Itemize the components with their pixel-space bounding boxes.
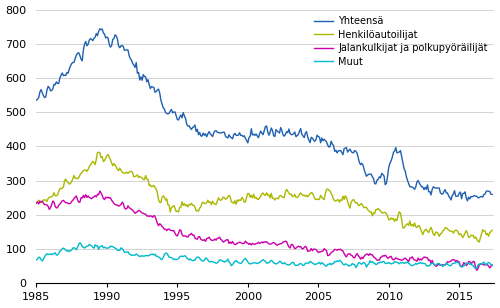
Henkilöautoilijat	[247, 196, 253, 199]
Yhteensä	[362, 171, 368, 175]
Henkilöautoilijat	[284, 189, 290, 193]
Henkilöautoilijat	[489, 229, 495, 232]
Line: Henkilöautoilijat: Henkilöautoilijat	[36, 152, 492, 242]
Muut	[474, 266, 480, 270]
Henkilöautoilijat	[34, 201, 40, 205]
Line: Yhteensä: Yhteensä	[36, 29, 492, 201]
Yhteensä	[381, 174, 387, 178]
Muut	[34, 258, 40, 262]
Henkilöautoilijat	[476, 240, 482, 244]
Muut	[438, 263, 444, 267]
Henkilöautoilijat	[418, 230, 424, 233]
Jalankulkijat ja polkupyöräilijät	[362, 253, 368, 257]
Line: Muut: Muut	[36, 243, 492, 268]
Jalankulkijat ja polkupyöräilijät	[97, 189, 103, 193]
Henkilöautoilijat	[96, 150, 102, 154]
Muut	[489, 263, 495, 267]
Legend: Yhteensä, Henkilöautoilijat, Jalankulkijat ja polkupyöräilijät, Muut: Yhteensä, Henkilöautoilijat, Jalankulkij…	[311, 14, 490, 70]
Jalankulkijat ja polkupyöräilijät	[247, 241, 253, 245]
Jalankulkijat ja polkupyöräilijät	[489, 263, 495, 267]
Henkilöautoilijat	[362, 205, 368, 209]
Yhteensä	[97, 27, 103, 30]
Yhteensä	[34, 98, 40, 102]
Jalankulkijat ja polkupyöräilijät	[418, 258, 424, 262]
Yhteensä	[438, 191, 444, 195]
Jalankulkijat ja polkupyöräilijät	[438, 263, 444, 267]
Yhteensä	[418, 185, 424, 189]
Yhteensä	[464, 199, 470, 203]
Jalankulkijat ja polkupyöräilijät	[381, 254, 387, 258]
Jalankulkijat ja polkupyöräilijät	[474, 269, 480, 272]
Muut	[381, 260, 387, 264]
Muut	[77, 241, 83, 245]
Yhteensä	[489, 192, 495, 196]
Line: Jalankulkijat ja polkupyöräilijät: Jalankulkijat ja polkupyöräilijät	[36, 191, 492, 270]
Henkilöautoilijat	[438, 232, 444, 236]
Jalankulkijat ja polkupyöräilijät	[284, 243, 290, 246]
Muut	[418, 262, 424, 265]
Yhteensä	[284, 131, 290, 135]
Yhteensä	[247, 134, 253, 138]
Muut	[284, 263, 290, 266]
Muut	[247, 262, 253, 266]
Jalankulkijat ja polkupyöräilijät	[34, 201, 40, 205]
Henkilöautoilijat	[381, 210, 387, 214]
Muut	[362, 262, 368, 266]
